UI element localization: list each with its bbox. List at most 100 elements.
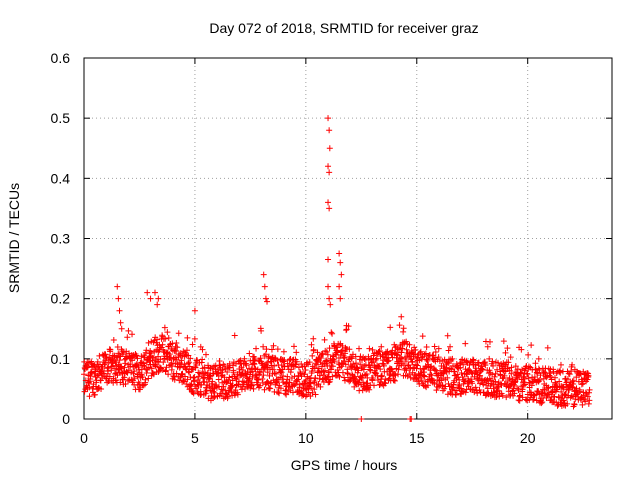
data-point [177, 374, 184, 381]
data-point [298, 360, 305, 367]
data-point [358, 416, 365, 422]
data-point [257, 369, 264, 376]
data-point [315, 356, 322, 363]
data-point [336, 250, 343, 257]
data-point [325, 115, 332, 122]
data-point [191, 374, 198, 381]
data-point [264, 298, 271, 305]
data-point [386, 372, 393, 379]
y-tick-label: 0.5 [51, 110, 71, 126]
y-tick-label: 0.4 [51, 170, 71, 186]
data-point [165, 371, 172, 378]
data-point [295, 364, 302, 371]
data-point [142, 349, 149, 356]
data-point [403, 367, 410, 374]
data-point [321, 336, 328, 343]
data-point [457, 385, 464, 392]
data-point [507, 354, 514, 361]
data-point [280, 348, 287, 355]
data-point [535, 378, 542, 385]
data-point [321, 372, 328, 379]
data-point [573, 385, 580, 392]
data-point [293, 349, 300, 356]
data-point [459, 374, 466, 381]
data-point [191, 335, 198, 342]
data-point [431, 343, 438, 350]
data-point [145, 339, 152, 346]
data-point [507, 391, 514, 398]
data-point [528, 342, 535, 349]
data-point [325, 163, 332, 170]
data-point [385, 357, 392, 364]
data-point [309, 389, 316, 396]
data-point [470, 357, 477, 364]
data-point [350, 374, 357, 381]
data-point [274, 357, 281, 364]
data-point [376, 348, 383, 355]
data-point [397, 355, 404, 362]
data-point [336, 283, 343, 290]
data-point [424, 357, 431, 364]
data-point [506, 375, 513, 382]
data-point [260, 271, 267, 278]
x-tick-label: 0 [80, 430, 88, 446]
data-point [406, 371, 413, 378]
data-point [257, 382, 264, 389]
data-point [532, 366, 539, 373]
data-point [560, 397, 567, 404]
data-point [143, 347, 150, 354]
data-point [477, 372, 484, 379]
data-point [189, 341, 196, 348]
data-point [261, 386, 268, 393]
data-point [185, 360, 192, 367]
data-point [160, 359, 167, 366]
data-point [494, 366, 501, 373]
data-point [202, 390, 209, 397]
data-point [326, 369, 333, 376]
data-point [271, 370, 278, 377]
data-point [390, 377, 397, 384]
data-point [260, 343, 267, 350]
data-point [468, 369, 475, 376]
data-point [125, 327, 132, 334]
data-point [586, 386, 593, 393]
data-point [252, 372, 259, 379]
data-point [357, 353, 364, 360]
data-point [356, 345, 363, 352]
data-point [411, 344, 418, 351]
data-point [326, 295, 333, 302]
data-point [557, 361, 564, 368]
data-point [190, 390, 197, 397]
data-point [224, 368, 231, 375]
data-point [262, 295, 269, 302]
data-point [143, 365, 150, 372]
data-point [584, 369, 591, 376]
data-point [381, 362, 388, 369]
data-point [182, 373, 189, 380]
data-point [371, 382, 378, 389]
data-point [336, 373, 343, 380]
data-point [381, 379, 388, 386]
data-point [175, 330, 182, 337]
data-point [114, 343, 121, 350]
data-point [524, 371, 531, 378]
data-point [462, 389, 469, 396]
data-point [164, 329, 171, 336]
data-point [111, 358, 118, 365]
data-point [469, 380, 476, 387]
data-point [486, 338, 493, 345]
data-point [138, 353, 145, 360]
data-point [412, 346, 419, 353]
data-point [418, 377, 425, 384]
data-point [116, 307, 123, 314]
data-point [324, 351, 331, 358]
data-point [586, 397, 593, 404]
data-point [421, 351, 428, 358]
data-point [439, 382, 446, 389]
data-point [326, 145, 333, 152]
data-point [280, 373, 287, 380]
data-point [498, 382, 505, 389]
data-point [584, 376, 591, 383]
data-point [293, 358, 300, 365]
